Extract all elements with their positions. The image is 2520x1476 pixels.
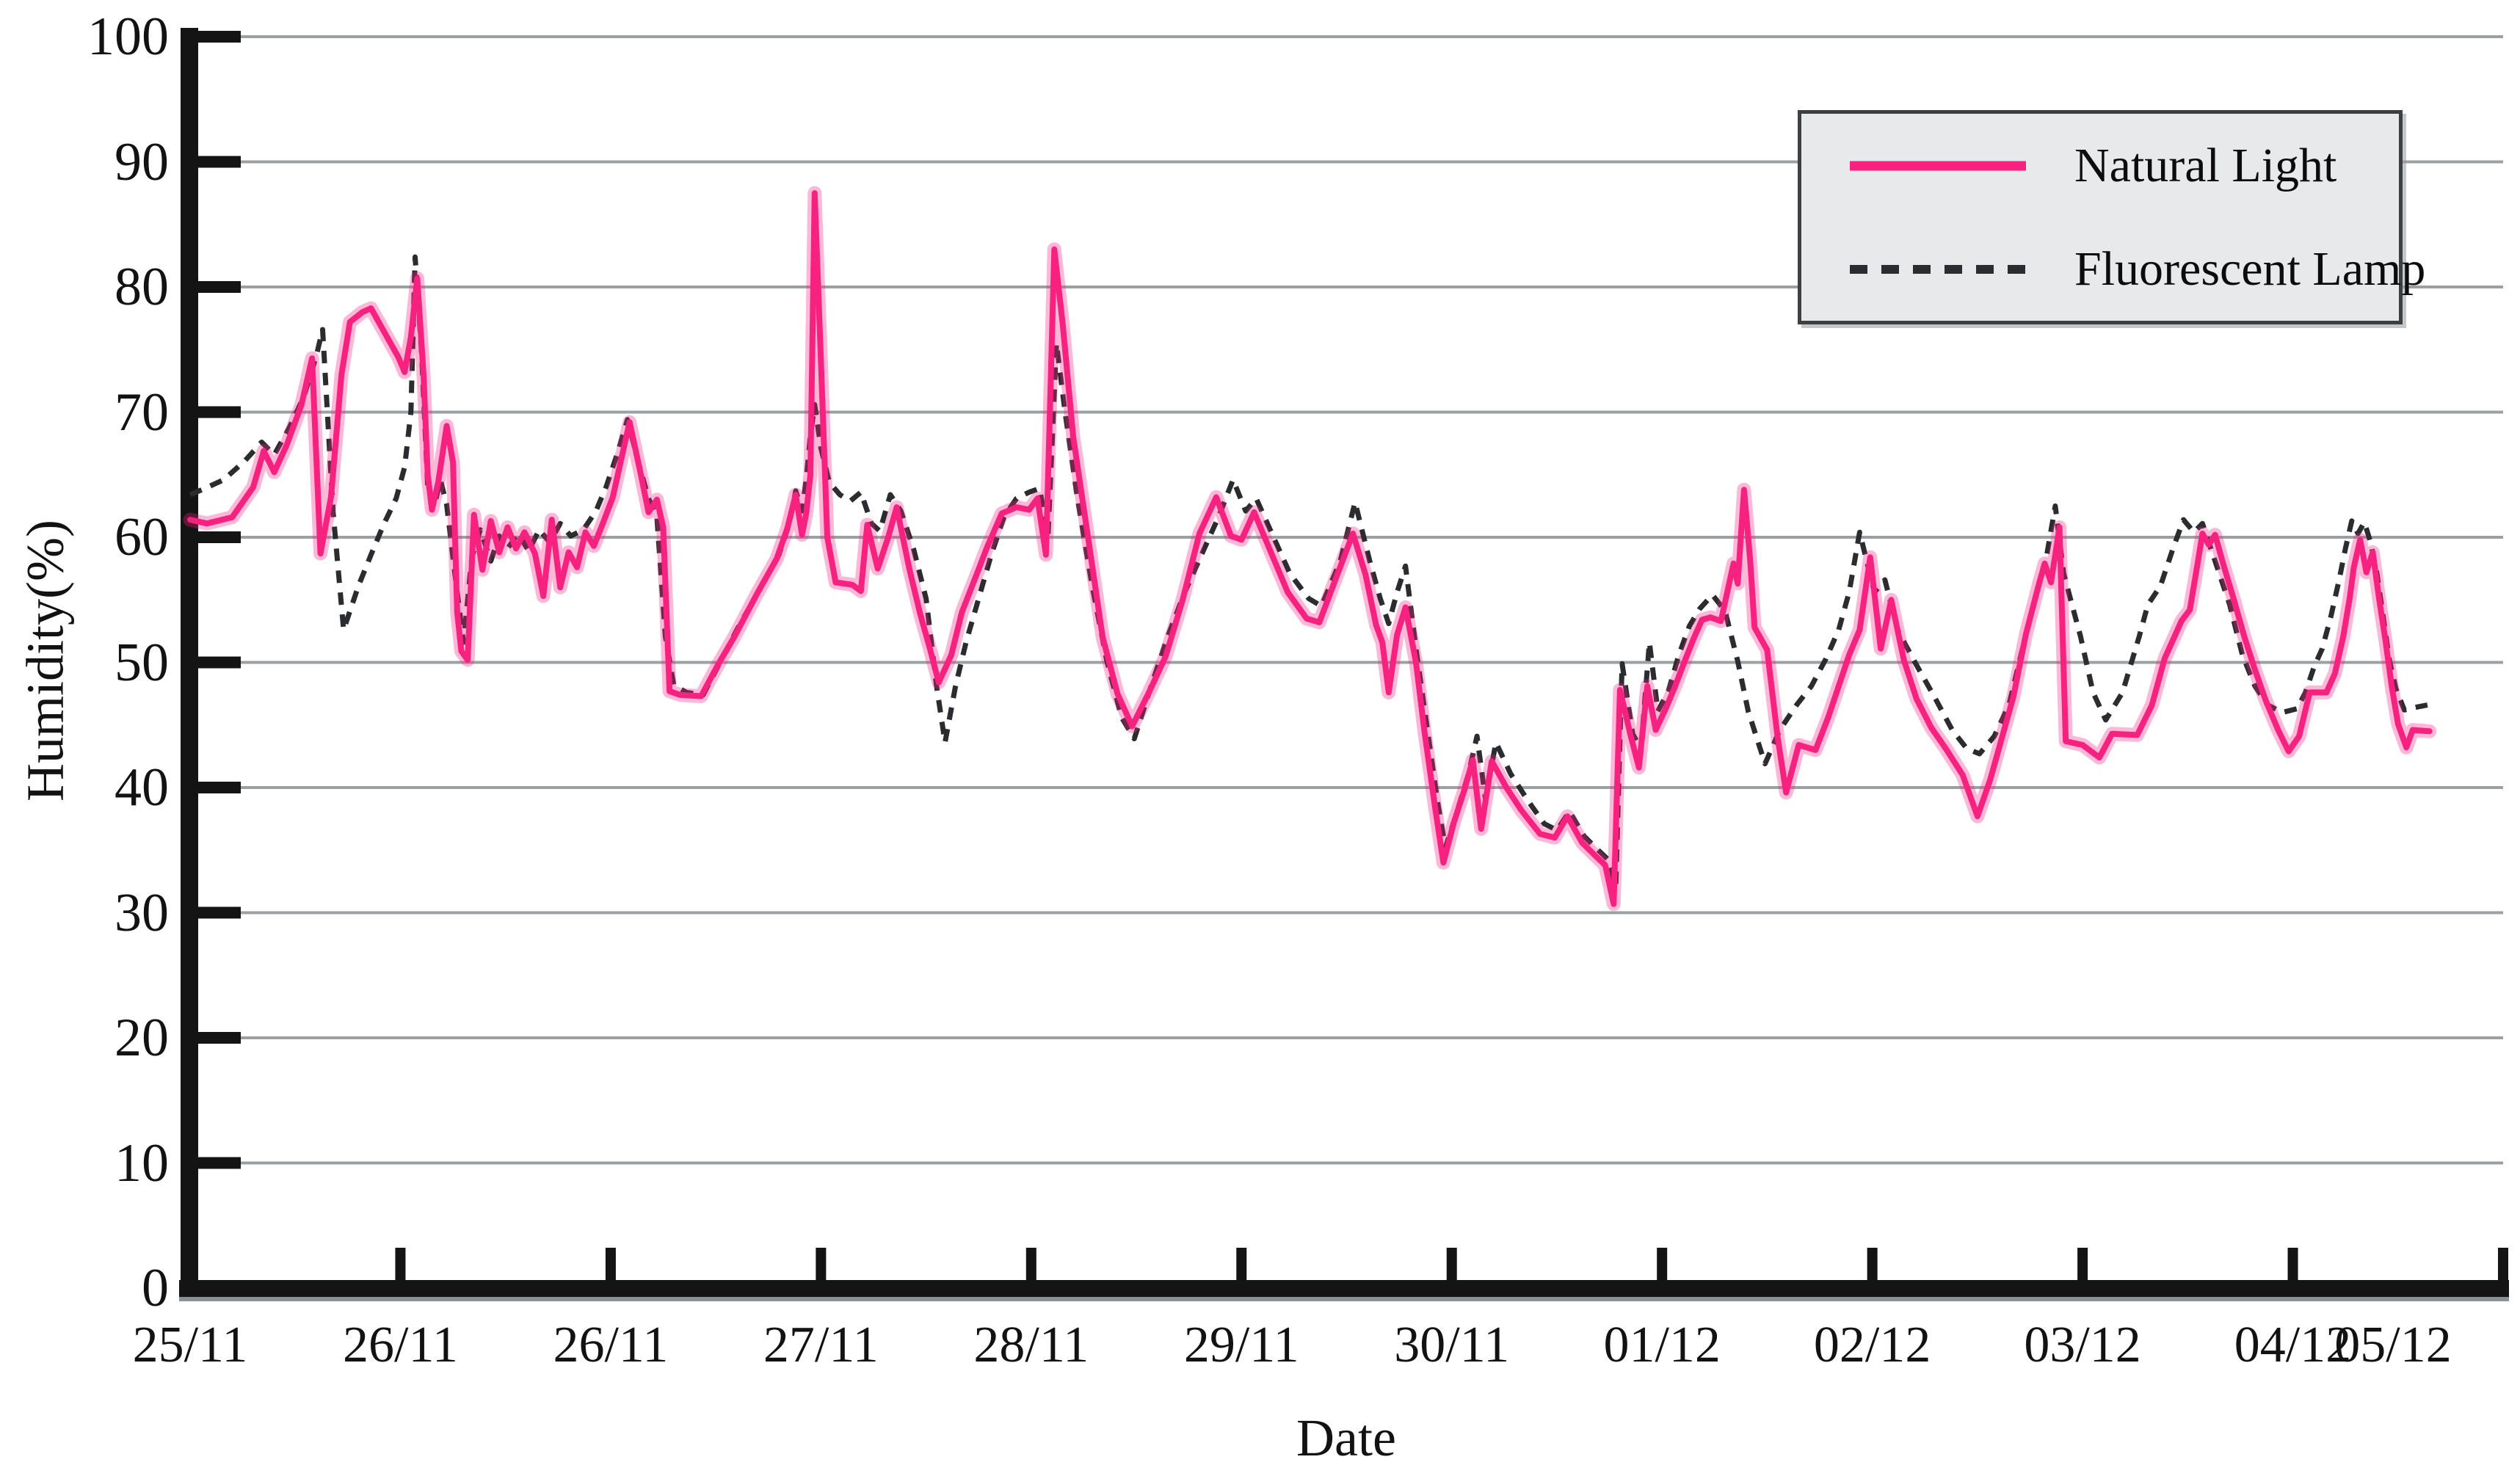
y-tick-label: 80: [115, 257, 169, 317]
y-tick-label: 70: [115, 382, 169, 443]
y-tick-label: 10: [115, 1133, 169, 1193]
x-tick-label: 27/11: [763, 1317, 879, 1373]
legend-label-natural-light: Natural Light: [2074, 138, 2337, 192]
legend-label-fluorescent-lamp: Fluorescent Lamp: [2074, 241, 2426, 296]
x-axis-title: Date: [1296, 1408, 1396, 1467]
x-tick-label: 26/11: [553, 1317, 669, 1373]
legend-item-natural-light: Natural Light: [1801, 114, 2399, 217]
y-tick-label: 60: [115, 507, 169, 567]
x-tick-label: 28/11: [973, 1317, 1089, 1373]
x-tick-label: 26/11: [343, 1317, 458, 1373]
legend-solid-line-icon: [1850, 161, 2026, 170]
y-tick-label: 100: [87, 7, 169, 67]
y-tick-label: 30: [115, 882, 169, 943]
x-tick-label: 05/12: [2334, 1317, 2452, 1373]
y-tick-label: 0: [142, 1258, 169, 1318]
y-tick-label: 90: [115, 131, 169, 192]
legend: Natural Light Fluorescent Lamp: [1798, 110, 2425, 324]
y-tick-label: 50: [115, 632, 169, 693]
x-tick-label: 04/12: [2234, 1317, 2352, 1373]
legend-dashed-line-icon: [1850, 264, 2026, 274]
x-tick-label: 02/12: [1813, 1317, 1931, 1373]
x-tick-label: 25/11: [132, 1317, 248, 1373]
x-tick-label: 03/12: [2024, 1317, 2141, 1373]
y-tick-label: 20: [115, 1008, 169, 1068]
legend-item-fluorescent-lamp: Fluorescent Lamp: [1801, 218, 2425, 321]
x-tick-label: 30/11: [1394, 1317, 1510, 1373]
x-tick-label: 01/12: [1603, 1317, 1721, 1373]
y-tick-label: 40: [115, 757, 169, 818]
x-tick-label: 29/11: [1183, 1317, 1299, 1373]
